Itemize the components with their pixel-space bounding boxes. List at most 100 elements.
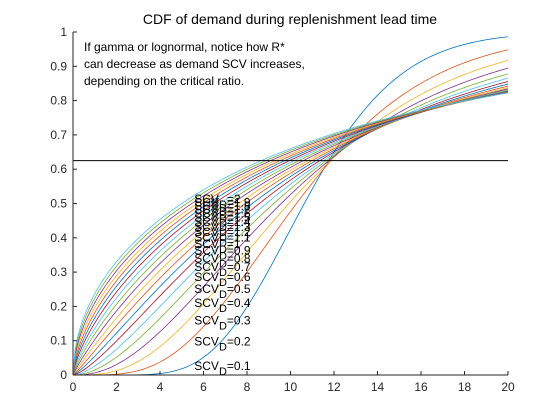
series-label-subscript: D <box>219 199 227 211</box>
series-label-subscript: D <box>219 218 227 230</box>
series-label-value: =1.1 <box>227 231 251 245</box>
y-tick-label: 0.9 <box>50 59 67 73</box>
series-label-subscript: D <box>219 277 227 289</box>
series-label: SCVD=1.5 <box>194 211 251 230</box>
series-label: SCVD=2 <box>194 192 241 211</box>
series-label: SCVD=1 <box>194 237 241 256</box>
x-tick-label: 18 <box>458 380 472 394</box>
series-label-subscript: D <box>219 267 227 279</box>
series-label: SCVD=1.4 <box>194 215 251 234</box>
x-tick-label: 4 <box>157 380 164 394</box>
series-label-subscript: D <box>219 303 227 315</box>
x-tick-label: 20 <box>501 380 515 394</box>
x-tick-label: 14 <box>371 380 385 394</box>
series-label-value: =0.5 <box>227 282 251 296</box>
y-tick-label: 0.8 <box>50 94 67 108</box>
series-label-prefix: SCV <box>194 220 219 234</box>
series-label: SCVD=1.8 <box>194 199 251 218</box>
annotation-text: If gamma or lognormal, notice how R* can… <box>84 40 305 88</box>
series-label-prefix: SCV <box>194 203 219 217</box>
series-label-prefix: SCV <box>194 335 219 349</box>
series-label: SCVD=1.3 <box>194 220 251 239</box>
series-label-value: =2 <box>227 192 241 206</box>
annotation-line: If gamma or lognormal, notice how R* <box>84 40 285 54</box>
series-label-prefix: SCV <box>194 231 219 245</box>
series-label-prefix: SCV <box>194 296 219 310</box>
series-label: SCVD=0.9 <box>194 244 251 263</box>
y-tick-label: 0.2 <box>50 299 67 313</box>
series-label-prefix: SCV <box>194 195 219 209</box>
series-line <box>72 67 509 376</box>
x-tick-label: 0 <box>70 380 77 394</box>
series-label-value: =1.5 <box>227 211 251 225</box>
series-label-subscript: D <box>219 342 227 354</box>
series-label: SCVD=1.6 <box>194 206 251 225</box>
series-label-subscript: D <box>219 366 227 378</box>
series-label-subscript: D <box>219 213 227 225</box>
series-label-prefix: SCV <box>194 270 219 284</box>
y-tick-label: 0.7 <box>50 128 67 142</box>
series-line <box>72 88 509 376</box>
series-label-subscript: D <box>219 222 227 234</box>
series-line <box>72 87 509 376</box>
series-label: SCVD=0.3 <box>194 313 251 332</box>
series-label-prefix: SCV <box>194 206 219 220</box>
series-label-subscript: D <box>219 227 227 239</box>
x-tick-label: 8 <box>244 380 251 394</box>
series-label-prefix: SCV <box>194 359 219 373</box>
series-label-prefix: SCV <box>194 211 219 225</box>
series-label-subscript: D <box>219 238 227 250</box>
x-tick-label: 10 <box>284 380 298 394</box>
series-label-value: =1 <box>227 237 241 251</box>
series-label-value: =0.9 <box>227 244 251 258</box>
series-line <box>72 83 509 376</box>
series-label-value: =1.6 <box>227 206 251 220</box>
series-label: SCVD=0.6 <box>194 270 251 289</box>
series-label-subscript: D <box>219 320 227 332</box>
series-label-value: =1.7 <box>227 203 251 217</box>
y-tick-label: 0.1 <box>50 334 67 348</box>
chart-title: CDF of demand during replenishment lead … <box>143 11 437 27</box>
series-label-value: =0.8 <box>227 251 251 265</box>
series-label-subscript: D <box>219 210 227 222</box>
series-line <box>72 92 509 376</box>
series-label-subscript: D <box>219 232 227 244</box>
series-line <box>72 73 509 376</box>
series-label-value: =0.7 <box>227 260 251 274</box>
series-label-value: =1.4 <box>227 215 251 229</box>
series-line <box>72 90 509 376</box>
series-line <box>73 49 509 376</box>
annotation-line: depending on the critical ratio. <box>84 74 244 88</box>
series-label-value: =1.2 <box>227 225 251 239</box>
series-label: SCVD=1.2 <box>194 225 251 244</box>
x-tick-label: 2 <box>113 380 120 394</box>
series-line <box>72 81 509 376</box>
series-label: SCVD=1.7 <box>194 203 251 222</box>
series-label-prefix: SCV <box>194 251 219 265</box>
series-label-subscript: D <box>219 202 227 214</box>
series-label-value: =0.6 <box>227 270 251 284</box>
series-line <box>72 91 509 376</box>
series-line <box>72 92 509 376</box>
x-tick-label: 16 <box>414 380 428 394</box>
series-label: SCVD=0.5 <box>194 282 251 301</box>
series-label-prefix: SCV <box>194 237 219 251</box>
series-line <box>72 90 509 376</box>
axes-layer: 0 2 4 6 8 10 12 14 16 18 20 0 0.1 0.2 0.3 0.4 0.5 0.6 0.7 0… <box>50 25 515 394</box>
series-line <box>72 92 509 376</box>
y-tick-label: 0.4 <box>50 231 67 245</box>
series-label-value: =1.3 <box>227 220 251 234</box>
series-label-subscript: D <box>219 251 227 263</box>
series-label-value: =0.4 <box>227 296 251 310</box>
series-line <box>72 77 509 376</box>
series-label-subscript: D <box>219 206 227 218</box>
series-label-prefix: SCV <box>194 244 219 258</box>
series-line <box>73 60 509 376</box>
series-label-value: =0.3 <box>227 313 251 327</box>
series-label-value: =1.8 <box>227 199 251 213</box>
series-label: SCVD=0.1 <box>194 359 251 378</box>
series-label: SCVD=0.7 <box>194 260 251 279</box>
series-label: SCVD=0.4 <box>194 296 251 315</box>
